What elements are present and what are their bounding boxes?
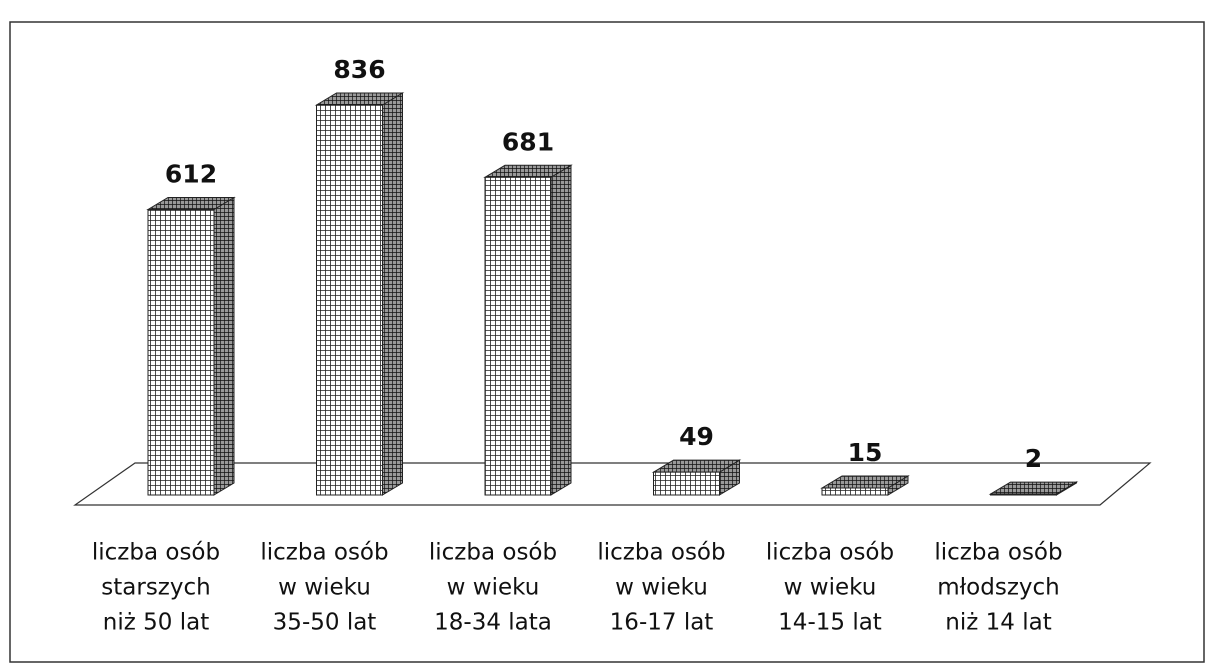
x-tick-label: niż 14 lat (945, 610, 1051, 636)
data-label: 681 (502, 127, 554, 156)
x-tick-label: w wieku (447, 575, 540, 601)
bar (821, 487, 889, 496)
x-tick-label: 16-17 lat (610, 610, 714, 636)
data-label: 15 (848, 438, 883, 467)
bar-side (382, 92, 403, 496)
x-tick-label: w wieku (784, 575, 877, 601)
floor (73, 462, 1152, 506)
x-tick-label: w wieku (615, 575, 708, 601)
x-tick-label: 35-50 lat (273, 610, 377, 636)
x-tick-label: młodszych (937, 575, 1060, 601)
x-tick-label: liczba osób (92, 540, 220, 566)
x-tick-label: liczba osób (766, 540, 894, 566)
data-label: 612 (165, 159, 217, 188)
bar (484, 176, 552, 496)
x-tick-label: liczba osób (429, 540, 557, 566)
x-tick-label: liczba osób (260, 540, 388, 566)
x-tick-label: w wieku (278, 575, 371, 601)
x-tick-label: niż 50 lat (103, 610, 209, 636)
data-label: 49 (679, 422, 714, 451)
x-tick-label: liczba osób (597, 540, 725, 566)
bar-side (213, 196, 235, 496)
x-tick-label: liczba osób (934, 540, 1062, 566)
bar (653, 471, 720, 496)
chart-frame (9, 21, 1205, 663)
bar-side (550, 164, 572, 496)
x-tick-label: 18-34 lata (434, 610, 552, 636)
x-tick-label: 14-15 lat (778, 610, 882, 636)
bar (316, 104, 383, 496)
data-label: 836 (333, 55, 385, 84)
bar (990, 493, 1057, 496)
data-label: 2 (1025, 444, 1042, 473)
x-tick-label: starszych (101, 575, 210, 601)
bar (147, 208, 215, 496)
